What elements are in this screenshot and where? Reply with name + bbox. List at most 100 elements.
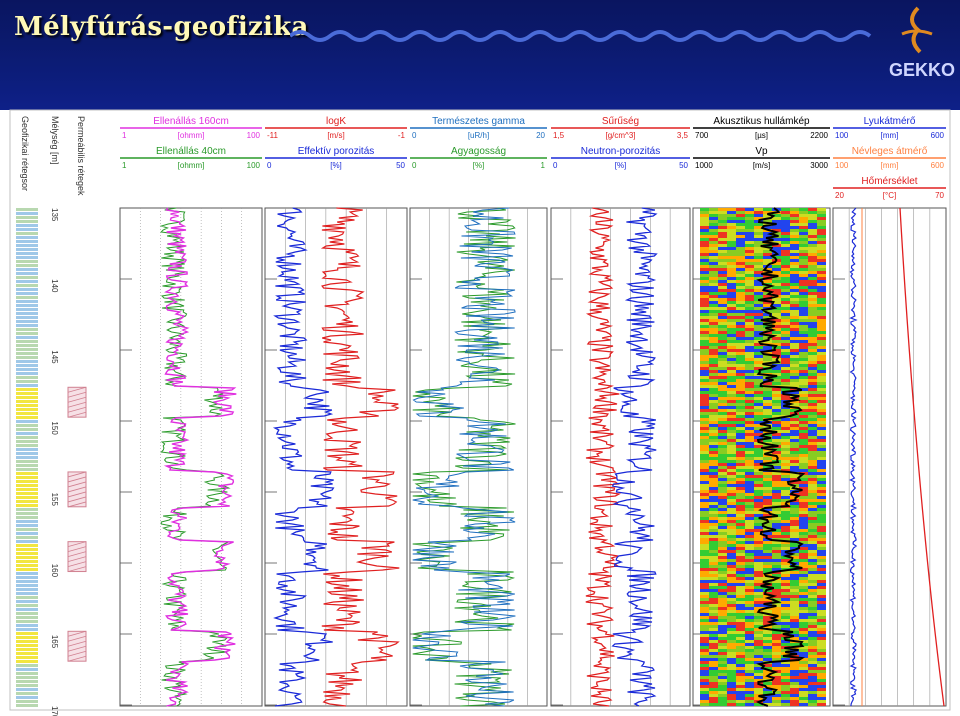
waveform-cell — [799, 661, 808, 664]
waveform-cell — [700, 400, 709, 403]
waveform-cell — [736, 670, 745, 673]
lithology-cell — [16, 632, 38, 635]
flame-icon — [901, 6, 933, 54]
waveform-cell — [754, 253, 763, 256]
waveform-cell — [736, 385, 745, 388]
waveform-cell — [790, 247, 799, 250]
waveform-cell — [772, 649, 781, 652]
waveform-cell — [727, 697, 736, 700]
waveform-cell — [745, 229, 754, 232]
waveform-cell — [700, 391, 709, 394]
waveform-cell — [718, 538, 727, 541]
waveform-cell — [709, 232, 718, 235]
waveform-cell — [763, 652, 772, 655]
waveform-cell — [718, 376, 727, 379]
waveform-cell — [727, 580, 736, 583]
lithology-cell — [16, 256, 38, 259]
track-border — [550, 207, 691, 707]
waveform-cell — [700, 301, 709, 304]
waveform-cell — [745, 268, 754, 271]
waveform-cell — [700, 475, 709, 478]
waveform-cell — [799, 493, 808, 496]
waveform-cell — [700, 550, 709, 553]
waveform-cell — [709, 538, 718, 541]
waveform-cell — [790, 529, 799, 532]
waveform-cell — [754, 535, 763, 538]
waveform-cell — [817, 319, 826, 322]
waveform-cell — [709, 520, 718, 523]
waveform-cell — [799, 283, 808, 286]
waveform-cell — [799, 574, 808, 577]
waveform-cell — [736, 649, 745, 652]
waveform-cell — [781, 586, 790, 589]
waveform-cell — [718, 208, 727, 211]
waveform-cell — [808, 307, 817, 310]
waveform-cell — [817, 688, 826, 691]
waveform-cell — [808, 685, 817, 688]
waveform-cell — [736, 661, 745, 664]
waveform-cell — [772, 388, 781, 391]
waveform-cell — [709, 235, 718, 238]
waveform-cell — [727, 268, 736, 271]
waveform-cell — [736, 373, 745, 376]
waveform-cell — [817, 649, 826, 652]
waveform-cell — [709, 343, 718, 346]
waveform-cell — [727, 358, 736, 361]
waveform-cell — [781, 700, 790, 703]
waveform-cell — [799, 397, 808, 400]
waveform-cell — [736, 223, 745, 226]
waveform-cell — [754, 469, 763, 472]
waveform-cell — [817, 385, 826, 388]
waveform-cell — [799, 514, 808, 517]
waveform-cell — [808, 292, 817, 295]
waveform-cell — [808, 391, 817, 394]
waveform-cell — [781, 625, 790, 628]
waveform-cell — [817, 577, 826, 580]
waveform-cell — [772, 325, 781, 328]
waveform-cell — [700, 385, 709, 388]
waveform-cell — [709, 331, 718, 334]
waveform-cell — [745, 565, 754, 568]
waveform-cell — [817, 295, 826, 298]
waveform-cell — [817, 676, 826, 679]
waveform-cell — [754, 589, 763, 592]
lithology-cell — [16, 696, 38, 699]
waveform-cell — [736, 514, 745, 517]
waveform-cell — [790, 262, 799, 265]
waveform-cell — [736, 655, 745, 658]
waveform-cell — [754, 349, 763, 352]
waveform-cell — [808, 250, 817, 253]
waveform-cell — [808, 364, 817, 367]
waveform-cell — [808, 259, 817, 262]
waveform-cell — [700, 412, 709, 415]
waveform-cell — [745, 499, 754, 502]
waveform-cell — [700, 544, 709, 547]
waveform-cell — [718, 358, 727, 361]
waveform-cell — [727, 352, 736, 355]
waveform-cell — [745, 475, 754, 478]
waveform-cell — [700, 487, 709, 490]
waveform-cell — [754, 229, 763, 232]
lithology-cell — [16, 556, 38, 559]
waveform-cell — [808, 622, 817, 625]
curve-scale-min: 0 — [267, 161, 272, 170]
waveform-cell — [790, 622, 799, 625]
waveform-cell — [772, 490, 781, 493]
waveform-cell — [781, 607, 790, 610]
waveform-cell — [709, 394, 718, 397]
waveform-cell — [745, 406, 754, 409]
lithology-cell — [16, 528, 38, 531]
waveform-cell — [700, 598, 709, 601]
curve-unit: [%] — [615, 161, 627, 170]
waveform-cell — [763, 547, 772, 550]
waveform-cell — [754, 523, 763, 526]
lithology-cell — [16, 240, 38, 243]
waveform-cell — [709, 514, 718, 517]
waveform-cell — [745, 343, 754, 346]
waveform-cell — [781, 286, 790, 289]
waveform-cell — [772, 607, 781, 610]
waveform-cell — [817, 520, 826, 523]
waveform-cell — [736, 226, 745, 229]
waveform-cell — [736, 409, 745, 412]
waveform-cell — [808, 226, 817, 229]
